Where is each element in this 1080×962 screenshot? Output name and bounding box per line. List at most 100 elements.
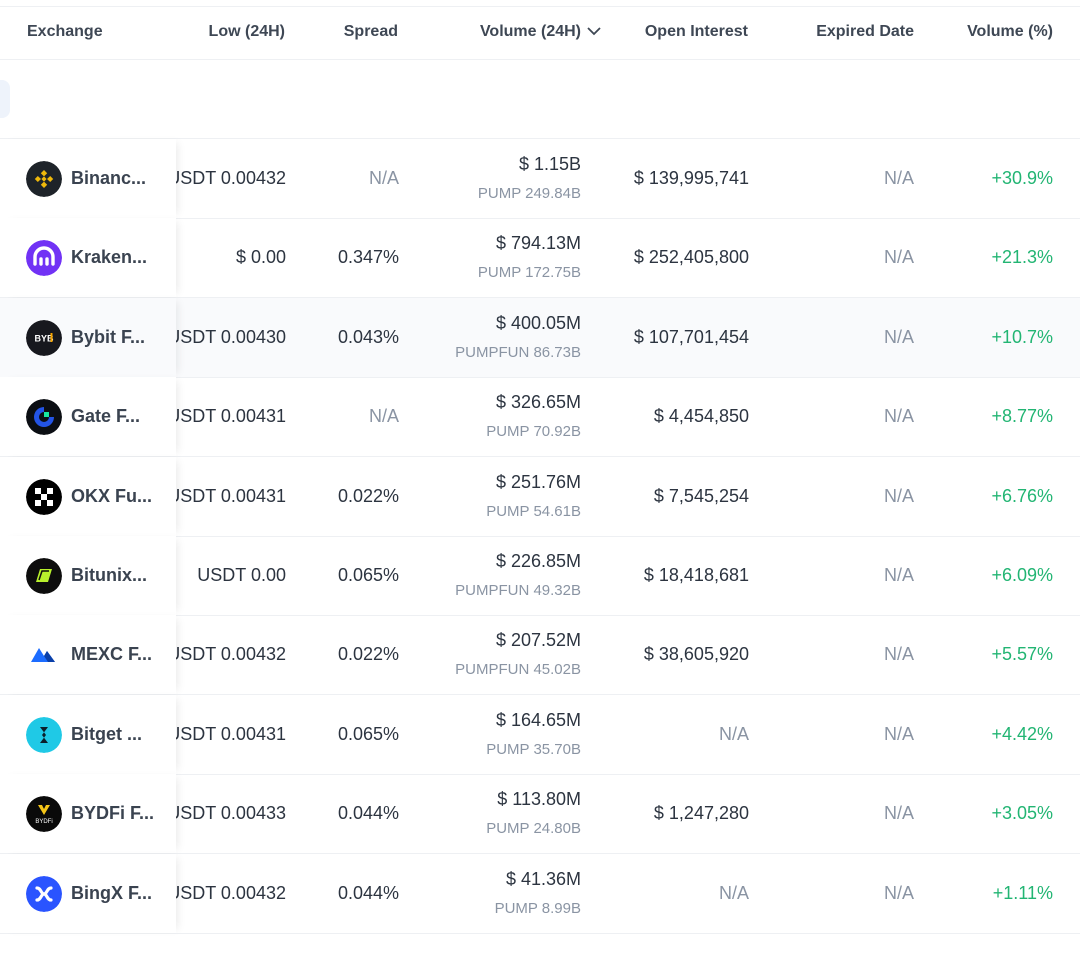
- svg-text:BYB: BYB: [34, 334, 54, 344]
- exchange-cell[interactable]: Bitunix...: [0, 536, 176, 615]
- volume-usd: $ 1.15B: [518, 154, 581, 174]
- low-24h: USDT 0.00431: [167, 724, 286, 744]
- low-24h: USDT 0.00: [197, 565, 286, 585]
- exchange-cell[interactable]: OKX Fu...: [0, 457, 176, 536]
- exchange-cell[interactable]: Bitget ...: [0, 695, 176, 774]
- open-interest: $ 18,418,681: [643, 565, 749, 585]
- table-row[interactable]: BYB Bybit F... USDT 0.00430 0.043% $ 400.05M…: [0, 298, 1080, 378]
- binance-icon: [26, 161, 62, 197]
- gate-icon: [26, 399, 62, 435]
- open-interest: $ 38,605,920: [643, 644, 749, 664]
- spread: N/A: [368, 406, 399, 426]
- volume-base: PUMP 8.99B: [494, 900, 581, 917]
- low-24h: USDT 0.00433: [167, 803, 286, 823]
- open-interest: $ 107,701,454: [633, 327, 749, 347]
- table-row[interactable]: Binanc... USDT 0.00432 N/A $ 1.15B PUMP 249.…: [0, 139, 1080, 219]
- mexc-icon: [26, 637, 62, 673]
- table-row[interactable]: MEXC F... USDT 0.00432 0.022% $ 207.52M PUMP…: [0, 615, 1080, 695]
- volume-base: PUMP 24.80B: [486, 820, 581, 837]
- low-24h: USDT 0.00431: [167, 406, 286, 426]
- exchange-cell[interactable]: Kraken...: [0, 218, 176, 297]
- low-24h: USDT 0.00432: [167, 644, 286, 664]
- volume-pct: +6.76%: [991, 486, 1053, 506]
- spread: 0.044%: [337, 803, 399, 823]
- bingx-icon: [26, 876, 62, 912]
- low-24h: USDT 0.00430: [167, 327, 286, 347]
- exchange-name: Bitunix...: [71, 565, 147, 585]
- top-divider: [0, 6, 1080, 7]
- column-header-open-interest[interactable]: Open Interest: [644, 23, 748, 40]
- exchange-name: BingX F...: [71, 883, 152, 903]
- table-row[interactable]: Gate F... USDT 0.00431 N/A $ 326.65M PUMP 70…: [0, 377, 1080, 457]
- volume-pct: +5.57%: [991, 644, 1053, 664]
- spread: 0.044%: [337, 883, 399, 903]
- exchange-cell[interactable]: BYB Bybit F...: [0, 298, 176, 377]
- spread: 0.065%: [337, 724, 399, 744]
- filter-tab[interactable]: [0, 80, 10, 118]
- table-row[interactable]: Bitget ... USDT 0.00431 0.065% $ 164.65M PUM…: [0, 695, 1080, 775]
- expired-date: N/A: [883, 168, 914, 188]
- expired-date: N/A: [883, 883, 914, 903]
- exchange-cell[interactable]: Binanc...: [0, 139, 176, 218]
- bitget-icon: [26, 717, 62, 753]
- spread: N/A: [368, 168, 399, 188]
- kraken-icon: [26, 240, 62, 276]
- column-header-volume-pct[interactable]: Volume (%): [967, 23, 1053, 40]
- expired-date: N/A: [883, 406, 914, 426]
- table-row[interactable]: OKX Fu... USDT 0.00431 0.022% $ 251.76M PUMP…: [0, 457, 1080, 537]
- volume-usd: $ 207.52M: [495, 630, 581, 650]
- open-interest: $ 139,995,741: [633, 168, 749, 188]
- volume-usd: $ 41.36M: [505, 869, 581, 889]
- low-24h: USDT 0.00431: [167, 486, 286, 506]
- volume-usd: $ 113.80M: [497, 789, 581, 809]
- volume-usd: $ 226.85M: [495, 551, 581, 571]
- exchange-cell[interactable]: Gate F...: [0, 377, 176, 456]
- table-row[interactable]: Kraken... $ 0.00 0.347% $ 794.13M PUMP 172.7…: [0, 218, 1080, 298]
- chevron-down-icon: [587, 27, 601, 36]
- volume-base: PUMP 54.61B: [486, 503, 581, 520]
- open-interest: $ 252,405,800: [633, 247, 749, 267]
- table-row[interactable]: BingX F... USDT 0.00432 0.044% $ 41.36M PUMP…: [0, 854, 1080, 934]
- volume-pct: +1.11%: [992, 883, 1053, 903]
- open-interest: $ 7,545,254: [653, 486, 749, 506]
- column-header-low[interactable]: Low (24H): [208, 23, 285, 40]
- volume-usd: $ 400.05M: [495, 313, 581, 333]
- table-row[interactable]: BYDFi BYDFi F... USDT 0.00433 0.044% $ 113.8…: [0, 774, 1080, 854]
- table-header: Exchange Low (24H) Spread Volume (24H) O…: [0, 7, 1080, 60]
- exchange-name: Bitget ...: [71, 724, 142, 744]
- low-24h: $ 0.00: [235, 247, 286, 267]
- volume-base: PUMP 172.75B: [477, 264, 581, 281]
- expired-date: N/A: [883, 644, 914, 664]
- exchange-name: Binanc...: [71, 168, 147, 188]
- volume-pct: +10.7%: [991, 327, 1053, 347]
- expired-date: N/A: [883, 803, 914, 823]
- open-interest: $ 4,454,850: [653, 406, 749, 426]
- exchange-name: OKX Fu...: [71, 486, 152, 506]
- volume-base: PUMP 70.92B: [486, 423, 581, 440]
- volume-base: PUMPFUN 49.32B: [455, 582, 581, 599]
- exchange-cell[interactable]: MEXC F...: [0, 615, 176, 694]
- open-interest: N/A: [718, 883, 749, 903]
- spread: 0.022%: [337, 486, 399, 506]
- volume-usd: $ 251.76M: [495, 472, 581, 492]
- exchange-name: Bybit F...: [71, 327, 146, 347]
- table-row[interactable]: Bitunix... USDT 0.00 0.065% $ 226.85M PUMPFU…: [0, 536, 1080, 616]
- low-24h: USDT 0.00432: [167, 168, 286, 188]
- bydfi-icon: BYDFi: [26, 796, 62, 832]
- svg-text:BYDFi: BYDFi: [35, 819, 52, 825]
- expired-date: N/A: [883, 327, 914, 347]
- column-header-spread[interactable]: Spread: [343, 23, 398, 40]
- volume-base: PUMP 249.84B: [477, 185, 581, 202]
- column-header-expired-date[interactable]: Expired Date: [816, 23, 914, 40]
- expired-date: N/A: [883, 486, 914, 506]
- okx-icon: [26, 479, 62, 515]
- exchange-cell[interactable]: BYDFi BYDFi F...: [0, 774, 176, 853]
- expired-date: N/A: [883, 724, 914, 744]
- volume-base: PUMPFUN 45.02B: [455, 661, 581, 678]
- spread: 0.043%: [337, 327, 399, 347]
- column-header-volume[interactable]: Volume (24H): [480, 23, 601, 41]
- column-header-exchange[interactable]: Exchange: [27, 23, 103, 40]
- filter-row: [0, 60, 1080, 139]
- exchange-name: Gate F...: [71, 406, 141, 426]
- exchange-cell[interactable]: BingX F...: [0, 854, 176, 933]
